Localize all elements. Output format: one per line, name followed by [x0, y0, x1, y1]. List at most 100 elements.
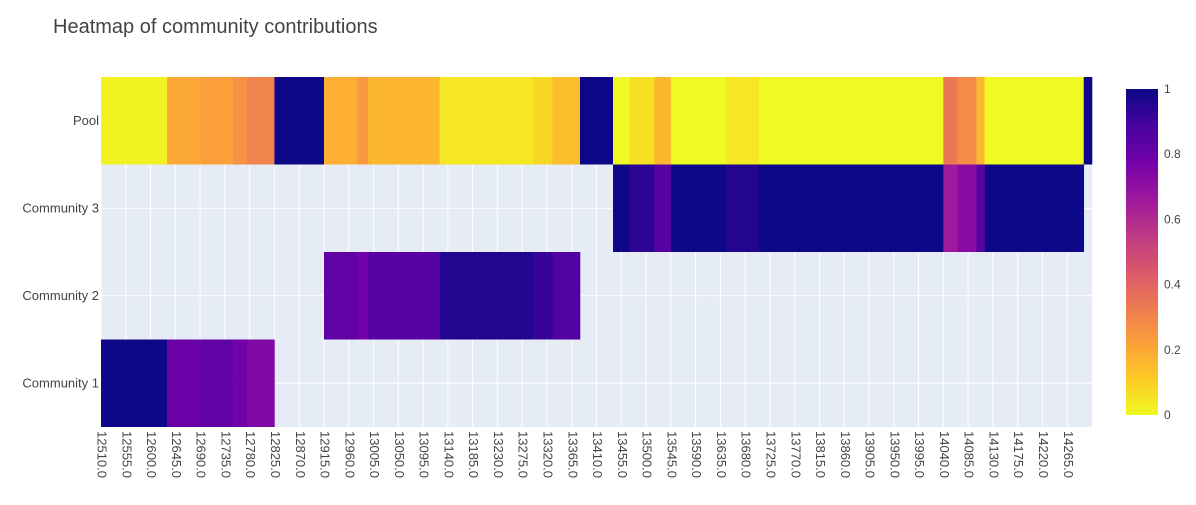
heatmap-cell: [984, 77, 1085, 165]
colorbar-tick-label: 0: [1164, 408, 1171, 422]
x-tick-label: 13455.0: [615, 431, 630, 478]
heatmap-cell: [984, 164, 1085, 252]
colorbar: [1126, 89, 1158, 415]
y-tick-label: Community 1: [22, 375, 99, 390]
heatmap-cell: [246, 339, 275, 427]
x-tick-label: 13005.0: [367, 431, 382, 478]
chart-title: Heatmap of community contributions: [53, 16, 378, 38]
heatmap-cell: [552, 252, 581, 340]
x-tick-label: 14085.0: [962, 431, 977, 478]
heatmap-cell: [368, 252, 440, 340]
x-axis-ticks: 12510.0 12555.0 12600.0 12645.0 12690.0 12735…: [95, 431, 1076, 478]
heatmap-cell: [725, 164, 760, 252]
x-tick-label: 13590.0: [689, 431, 704, 478]
heatmap-cell: [357, 77, 369, 165]
x-tick-label: 12915.0: [318, 431, 333, 478]
y-tick-label: Community 3: [22, 200, 99, 215]
heatmap-cell: [1083, 77, 1093, 165]
x-tick-label: 12825.0: [268, 431, 283, 478]
x-tick-label: 14220.0: [1036, 431, 1051, 478]
heatmap-cell: [439, 77, 534, 165]
colorbar-ticks: 0 0.2 0.4 0.6 0.8 1: [1164, 82, 1181, 422]
x-tick-label: 12735.0: [218, 431, 233, 478]
x-tick-label: 12555.0: [119, 431, 134, 478]
heatmap-cell: [725, 77, 760, 165]
heatmap-cell: [943, 164, 958, 252]
x-tick-label: 13140.0: [441, 431, 456, 478]
x-tick-label: 13050.0: [392, 431, 407, 478]
x-tick-label: 13770.0: [788, 431, 803, 478]
y-tick-label: Community 2: [22, 288, 99, 303]
heatmap-cell: [167, 339, 201, 427]
x-tick-label: 12870.0: [293, 431, 308, 478]
x-tick-label: 13725.0: [763, 431, 778, 478]
colorbar-tick-label: 0.6: [1164, 212, 1181, 226]
heatmap-cell: [670, 77, 727, 165]
x-tick-label: 13815.0: [813, 431, 828, 478]
heatmap-cell: [357, 252, 369, 340]
heatmap-cell: [167, 77, 201, 165]
x-tick-label: 13635.0: [714, 431, 729, 478]
heatmap-cell: [579, 77, 614, 165]
heatmap-cell: [654, 77, 672, 165]
heatmap-cell: [943, 77, 958, 165]
heatmap-cells: [101, 77, 1093, 427]
heatmap-cell: [758, 77, 944, 165]
x-tick-label: 14265.0: [1061, 431, 1076, 478]
heatmap-cell: [613, 164, 630, 252]
x-tick-label: 14040.0: [937, 431, 952, 478]
heatmap-cell: [758, 164, 944, 252]
x-tick-label: 13500.0: [640, 431, 655, 478]
heatmap-cell: [233, 339, 248, 427]
x-tick-label: 13275.0: [516, 431, 531, 478]
x-tick-label: 13320.0: [541, 431, 556, 478]
heatmap-cell: [200, 77, 234, 165]
heatmap-cell: [101, 339, 168, 427]
heatmap-cell: [957, 77, 977, 165]
x-tick-label: 13950.0: [887, 431, 902, 478]
heatmap-cell: [101, 77, 168, 165]
heatmap-cell: [233, 77, 248, 165]
x-tick-label: 12780.0: [243, 431, 258, 478]
heatmap-cell: [629, 164, 655, 252]
colorbar-tick-label: 1: [1164, 82, 1171, 96]
heatmap-cell: [246, 77, 275, 165]
heatmap-cell: [533, 77, 553, 165]
x-tick-label: 13680.0: [739, 431, 754, 478]
heatmap-cell: [976, 164, 985, 252]
heatmap-cell: [957, 164, 977, 252]
x-tick-label: 12600.0: [144, 431, 159, 478]
y-tick-label: Pool: [73, 113, 99, 128]
x-tick-label: 13095.0: [417, 431, 432, 478]
heatmap-cell: [323, 252, 358, 340]
x-tick-label: 13860.0: [838, 431, 853, 478]
x-tick-label: 13410.0: [590, 431, 605, 478]
heatmap-cell: [323, 77, 358, 165]
heatmap-cell: [368, 77, 440, 165]
x-tick-label: 13365.0: [565, 431, 580, 478]
heatmap-cell: [274, 77, 325, 165]
heatmap-cell: [552, 77, 581, 165]
heatmap-cell: [439, 252, 534, 340]
x-tick-label: 12690.0: [194, 431, 209, 478]
colorbar-tick-label: 0.8: [1164, 147, 1181, 161]
x-tick-label: 12960.0: [342, 431, 357, 478]
heatmap-cell: [670, 164, 727, 252]
heatmap-cell: [613, 77, 630, 165]
x-tick-label: 13230.0: [491, 431, 506, 478]
heatmap-cell: [976, 77, 985, 165]
x-tick-label: 13905.0: [863, 431, 878, 478]
heatmap-cell: [629, 77, 655, 165]
x-tick-label: 13545.0: [664, 431, 679, 478]
x-tick-label: 14130.0: [986, 431, 1001, 478]
x-tick-label: 14175.0: [1011, 431, 1026, 478]
colorbar-tick-label: 0.2: [1164, 343, 1181, 357]
heatmap-cell: [200, 339, 234, 427]
heatmap-cell: [533, 252, 553, 340]
heatmap-cell: [654, 164, 672, 252]
x-tick-label: 13185.0: [466, 431, 481, 478]
colorbar-tick-label: 0.4: [1164, 278, 1181, 292]
x-tick-label: 13995.0: [912, 431, 927, 478]
x-tick-label: 12510.0: [95, 431, 110, 478]
